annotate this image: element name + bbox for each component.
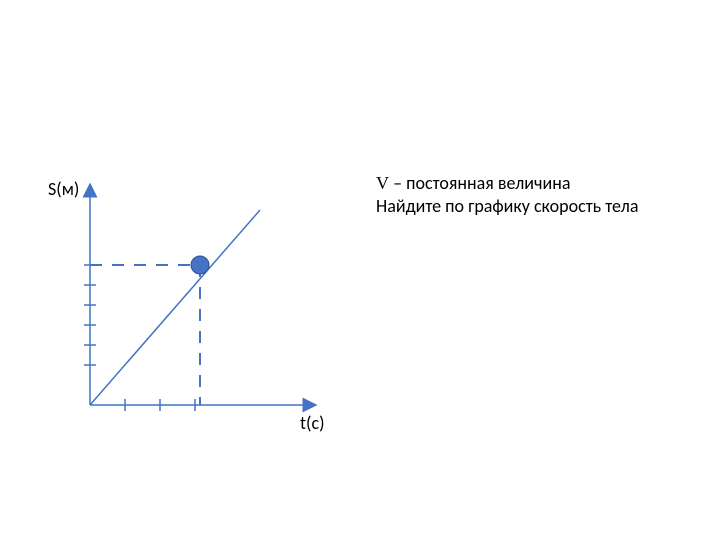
problem-text: V – постоянная величинаНайдите по график… xyxy=(376,172,638,219)
line2-text: Найдите по графику скорость тела xyxy=(376,195,638,218)
line-chart xyxy=(20,180,320,440)
graph-panel xyxy=(20,180,320,445)
line1-text: – постоянная величина xyxy=(389,172,570,194)
velocity-symbol: V xyxy=(376,173,389,193)
data-point xyxy=(191,256,209,274)
data-line xyxy=(90,210,260,405)
